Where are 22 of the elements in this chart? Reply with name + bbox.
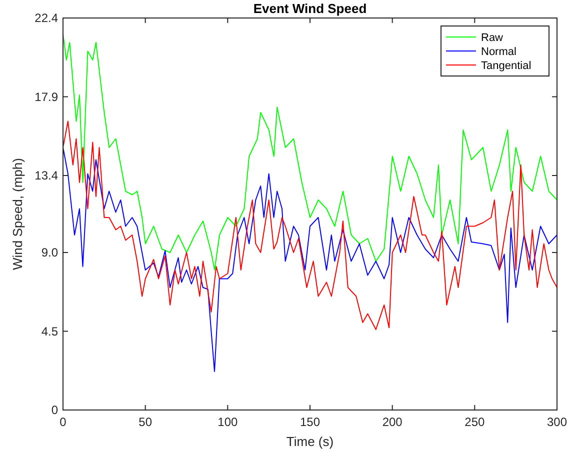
chart-title: Event Wind Speed [253,1,367,16]
y-tick-label: 9.0 [41,246,58,260]
y-tick-label: 0 [51,403,58,417]
y-tick-label: 13.4 [34,168,58,182]
x-axis-title: Time (s) [286,434,334,449]
x-tick-label: 200 [382,415,403,429]
legend-label: Tangential [481,60,532,72]
x-tick-label: 300 [546,415,568,429]
y-tick-label: 4.5 [41,324,58,338]
line-series [62,33,558,270]
x-tick-label: 50 [138,415,152,429]
x-tick-label: 0 [60,415,67,429]
legend-label: Raw [481,32,504,44]
y-axis-title: Wind Speed, (mph) [10,158,25,270]
line-series [62,147,558,372]
legend-label: Normal [481,46,516,58]
x-tick-label: 150 [300,415,320,429]
line-series [62,120,558,330]
y-tick-label: 17.9 [34,90,58,104]
x-tick-label: 100 [218,415,238,429]
y-tick-label: 22.4 [34,11,58,25]
x-tick-label: 250 [464,415,485,429]
